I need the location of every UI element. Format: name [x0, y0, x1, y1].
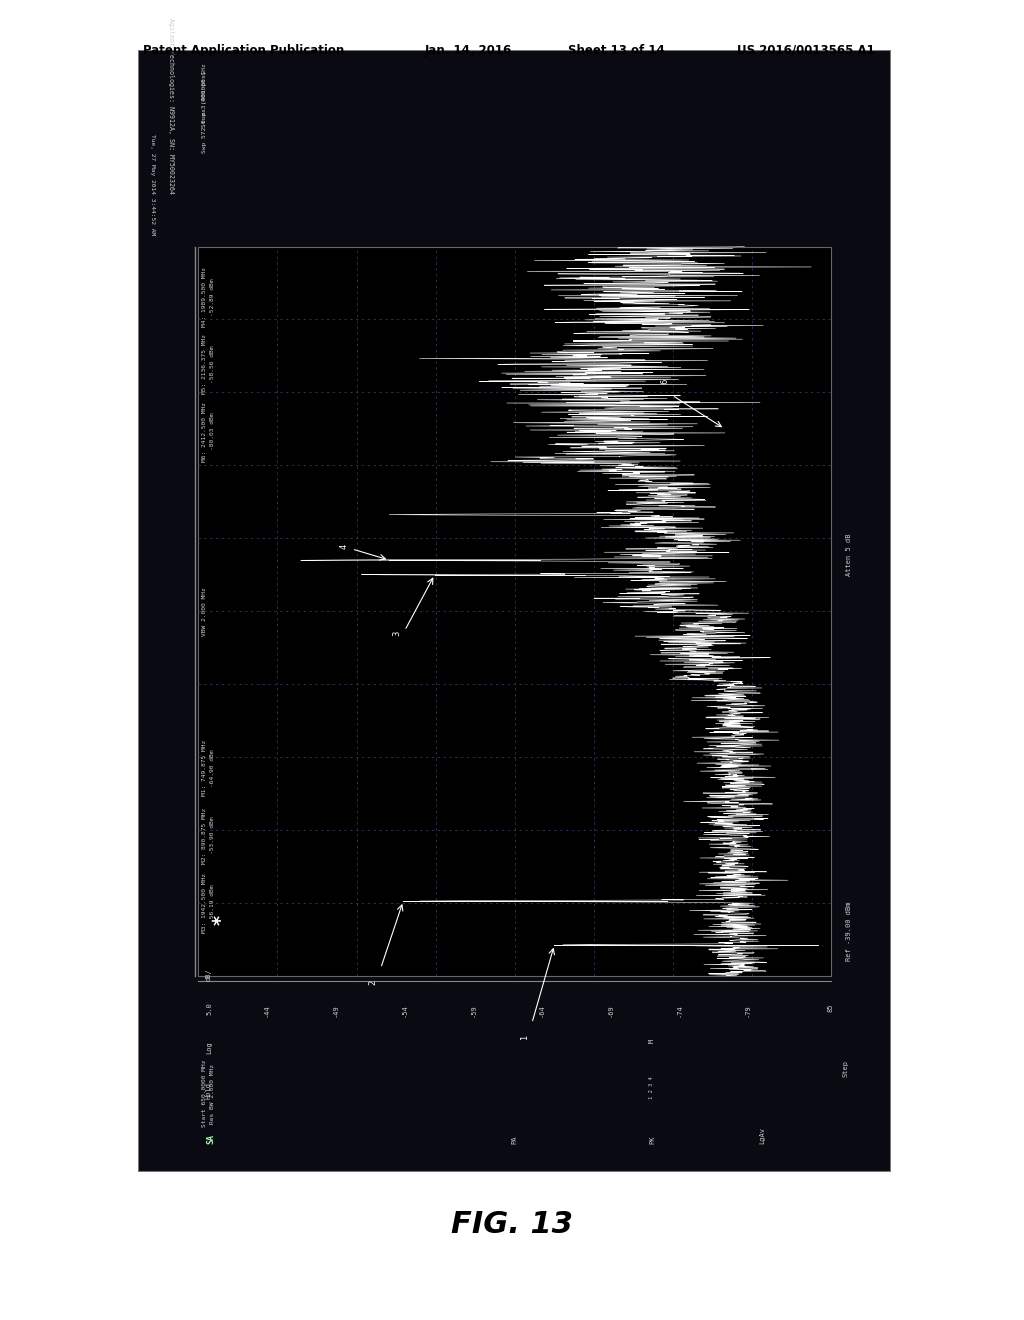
- Text: M4: 1989.500 MHz: M4: 1989.500 MHz: [202, 267, 207, 327]
- Text: -64.90 dBm: -64.90 dBm: [210, 750, 215, 787]
- Text: M: M: [649, 1039, 655, 1043]
- Text: 1: 1: [520, 1035, 528, 1040]
- Text: -58.56 dBm: -58.56 dBm: [210, 346, 215, 383]
- Text: FIG. 13: FIG. 13: [451, 1210, 573, 1239]
- Text: SA: SA: [206, 1134, 215, 1144]
- Text: Swp 572.0 ms (401 pts): Swp 572.0 ms (401 pts): [202, 71, 207, 153]
- Text: 85: 85: [827, 1003, 834, 1012]
- Text: Sheet 13 of 14: Sheet 13 of 14: [568, 44, 665, 57]
- Text: M2: 890.875 MHz: M2: 890.875 MHz: [202, 808, 207, 863]
- Text: US 2016/0013565 A1: US 2016/0013565 A1: [737, 44, 876, 57]
- Text: PA: PA: [512, 1135, 517, 1144]
- Text: 3: 3: [392, 631, 401, 636]
- Text: -74: -74: [677, 1003, 682, 1016]
- Text: dB/: dB/: [206, 969, 212, 982]
- Text: Agilent Technologies: N9912A, SN: MY50023264: Agilent Technologies: N9912A, SN: MY5002…: [168, 18, 174, 194]
- Text: M5: 2136.375 MHz: M5: 2136.375 MHz: [202, 334, 207, 395]
- Text: 2: 2: [369, 979, 378, 985]
- Text: Jan. 14, 2016: Jan. 14, 2016: [425, 44, 512, 57]
- Text: -53.90 dBm: -53.90 dBm: [210, 817, 215, 854]
- Text: Res BW 2.000 MHz: Res BW 2.000 MHz: [210, 1064, 215, 1123]
- Text: Step: Step: [843, 1060, 849, 1077]
- Text: 6: 6: [660, 379, 669, 384]
- Text: LgAv: LgAv: [759, 1127, 765, 1144]
- Text: PK: PK: [649, 1135, 655, 1144]
- Text: Atten 5 dB: Atten 5 dB: [846, 533, 852, 577]
- Text: -79: -79: [745, 1003, 752, 1016]
- Text: 1 2 3 4: 1 2 3 4: [649, 1077, 654, 1100]
- Text: -52.89 dBm: -52.89 dBm: [210, 279, 215, 315]
- Text: -80.03 dBm: -80.03 dBm: [210, 413, 215, 450]
- Text: -49: -49: [333, 1003, 339, 1016]
- Text: Hold: Hold: [206, 1082, 212, 1100]
- Bar: [199, 247, 830, 975]
- Text: -64: -64: [539, 1003, 545, 1016]
- Text: Log: Log: [206, 1041, 212, 1055]
- Text: Tue, 27 May 2014 3:44:52 AM: Tue, 27 May 2014 3:44:52 AM: [150, 135, 155, 235]
- Text: Stop 3.000000 GHz: Stop 3.000000 GHz: [202, 63, 207, 127]
- Text: Patent Application Publication: Patent Application Publication: [143, 44, 345, 57]
- Text: -69: -69: [608, 1003, 613, 1016]
- Text: Start 650.0000 MHz: Start 650.0000 MHz: [202, 1060, 207, 1127]
- Text: VBW 2.000 MHz: VBW 2.000 MHz: [202, 587, 207, 635]
- Text: 5.0: 5.0: [206, 1002, 212, 1015]
- Text: -54: -54: [401, 1003, 408, 1016]
- Text: -44: -44: [264, 1003, 270, 1016]
- Text: -59: -59: [470, 1003, 476, 1016]
- Text: -56.19 dBm: -56.19 dBm: [210, 884, 215, 921]
- Text: M1: 749.875 MHz: M1: 749.875 MHz: [202, 741, 207, 796]
- Text: M3: 1942.500 MHz: M3: 1942.500 MHz: [202, 873, 207, 933]
- Text: Ref -39.00 dBm: Ref -39.00 dBm: [846, 902, 852, 961]
- Text: M6: 2412.500 MHz: M6: 2412.500 MHz: [202, 401, 207, 462]
- Text: *: *: [212, 915, 230, 925]
- Text: 4: 4: [340, 544, 349, 549]
